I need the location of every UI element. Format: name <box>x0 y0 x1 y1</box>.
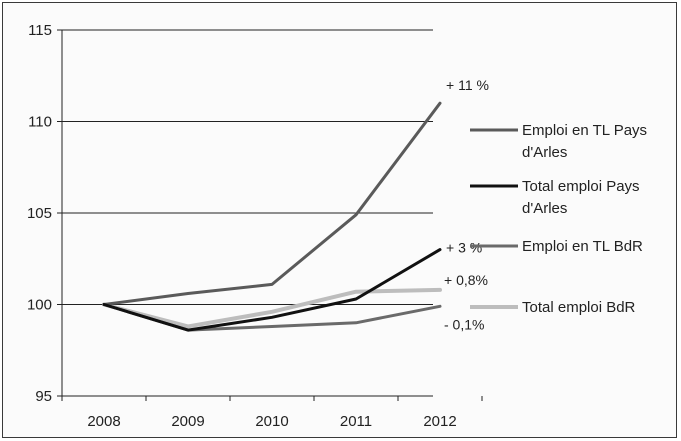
legend-label: Total emploi BdR <box>522 299 636 316</box>
legend-label: Emploi en TL BdR <box>522 238 643 255</box>
series-line <box>102 101 442 306</box>
legend-label: Total emploi Pays <box>522 178 640 195</box>
data-label: + 0,8% <box>444 272 488 288</box>
y-tick-label: 105 <box>27 205 52 222</box>
x-tick-label: 2008 <box>87 413 120 430</box>
series-line <box>102 248 442 332</box>
x-tick-label: 2009 <box>171 413 204 430</box>
x-tick-label: 2010 <box>255 413 288 430</box>
y-tick-label: 115 <box>28 22 52 39</box>
x-tick-label: 2012 <box>423 413 456 430</box>
chart-frame <box>2 2 677 438</box>
legend-label: Emploi en TL Pays <box>522 122 647 139</box>
series-line <box>102 287 442 329</box>
x-tick-label: 2011 <box>340 413 372 430</box>
y-tick-label: 95 <box>35 388 52 405</box>
data-label: + 3 % <box>446 240 482 256</box>
data-label: - 0,1% <box>444 316 484 332</box>
legend-label: d'Arles <box>522 144 567 161</box>
y-tick-label: 100 <box>27 297 52 314</box>
data-label: + 11 % <box>446 77 489 93</box>
legend-label: d'Arles <box>522 200 567 217</box>
y-tick-label: 110 <box>28 114 52 131</box>
